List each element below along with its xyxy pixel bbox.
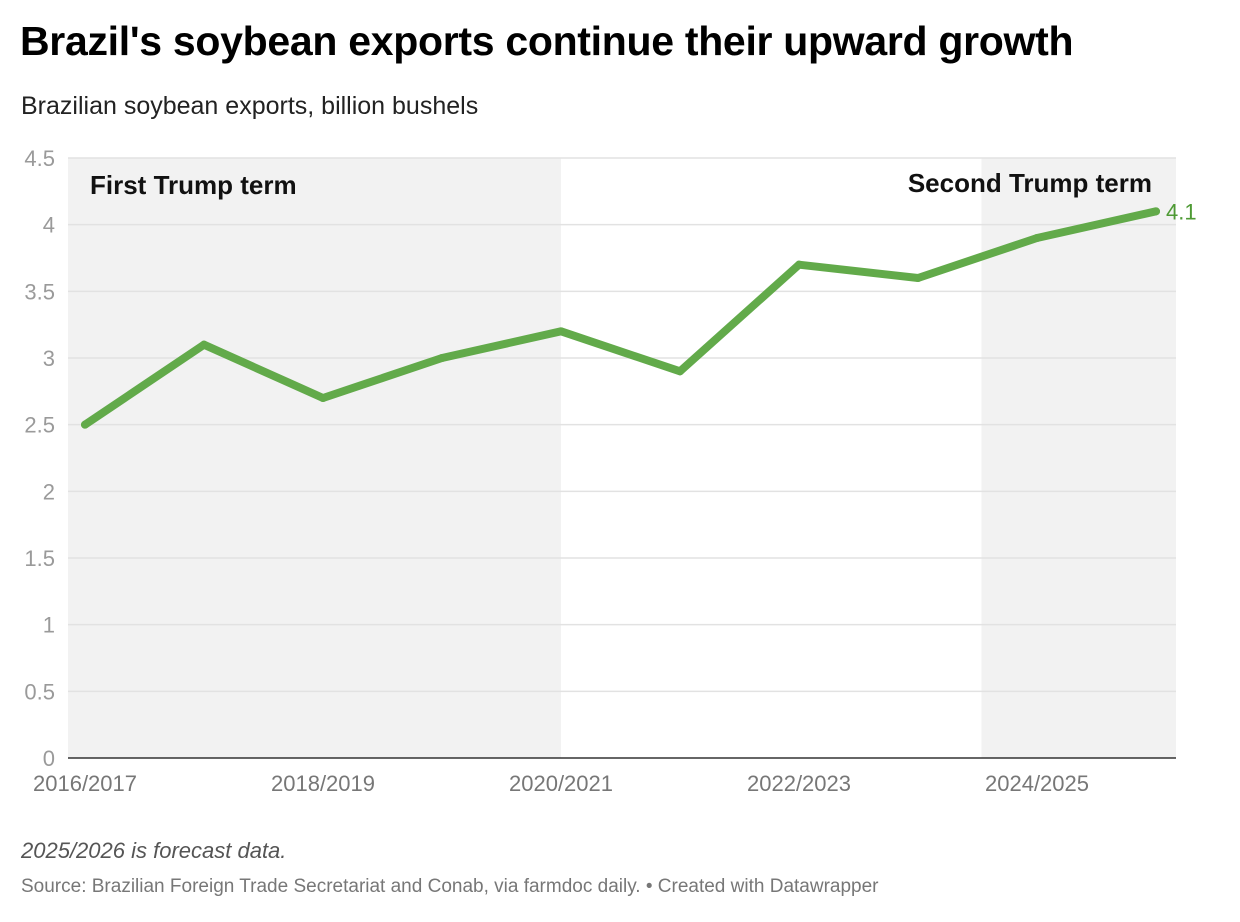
shaded-period-1: [68, 158, 561, 758]
series-line-1: [81, 207, 1160, 429]
shaded-periods: [68, 158, 1176, 758]
data-point: [557, 327, 565, 336]
y-tick-label: 0: [43, 746, 55, 771]
y-tick-label: 0.5: [24, 679, 55, 704]
y-tick-label: 2.5: [24, 413, 55, 438]
source-credit: Source: Brazilian Foreign Trade Secretar…: [21, 876, 879, 897]
y-axis-ticks: 0 0.5 1 1.5 2 2.5 3 3.5 4 4.5: [24, 146, 55, 771]
y-tick-label: 2: [43, 479, 55, 504]
data-point: [81, 420, 89, 429]
annotation-layer: 4.1 First Trump term Second Trump term: [90, 168, 1197, 224]
data-point: [200, 340, 208, 349]
data-point: [795, 260, 803, 269]
x-tick-label: 2022/2023: [747, 771, 851, 796]
y-tick-label: 3: [43, 346, 55, 371]
data-point: [438, 354, 446, 362]
y-tick-label: 1: [43, 613, 55, 638]
data-point: [1033, 234, 1041, 242]
first-term-label: First Trump term: [90, 170, 297, 200]
y-tick-label: 4: [43, 213, 55, 238]
y-tick-label: 3.5: [24, 279, 55, 304]
x-tick-label: 2024/2025: [985, 771, 1089, 796]
line-chart: 00.511.522.533.544.5 2016/2017 2018/2019 2…: [24, 146, 1197, 796]
second-term-label: Second Trump term: [908, 168, 1152, 198]
x-tick-label: 2020/2021: [509, 771, 613, 796]
end-value-label: 4.1: [1166, 199, 1197, 224]
series-layer: [81, 207, 1160, 429]
forecast-note: 2025/2026 is forecast data.: [21, 838, 287, 863]
y-tick-label: 4.5: [24, 146, 55, 171]
x-tick-label: 2016/2017: [33, 771, 137, 796]
data-point: [676, 367, 684, 376]
chart-subtitle: Brazilian soybean exports, billion bushe…: [21, 92, 479, 120]
data-point: [1152, 207, 1160, 216]
chart-title: Brazil's soybean exports continue their …: [20, 18, 1074, 64]
x-axis-ticks: 2016/2017 2018/2019 2020/2021 2022/2023 2024…: [33, 771, 1089, 796]
gridlines: [68, 157, 1176, 759]
data-point: [319, 394, 327, 402]
shaded-period-2: [981, 158, 1176, 758]
data-point: [914, 274, 922, 282]
y-tick-label: 1.5: [24, 546, 55, 571]
x-tick-label: 2018/2019: [271, 771, 375, 796]
